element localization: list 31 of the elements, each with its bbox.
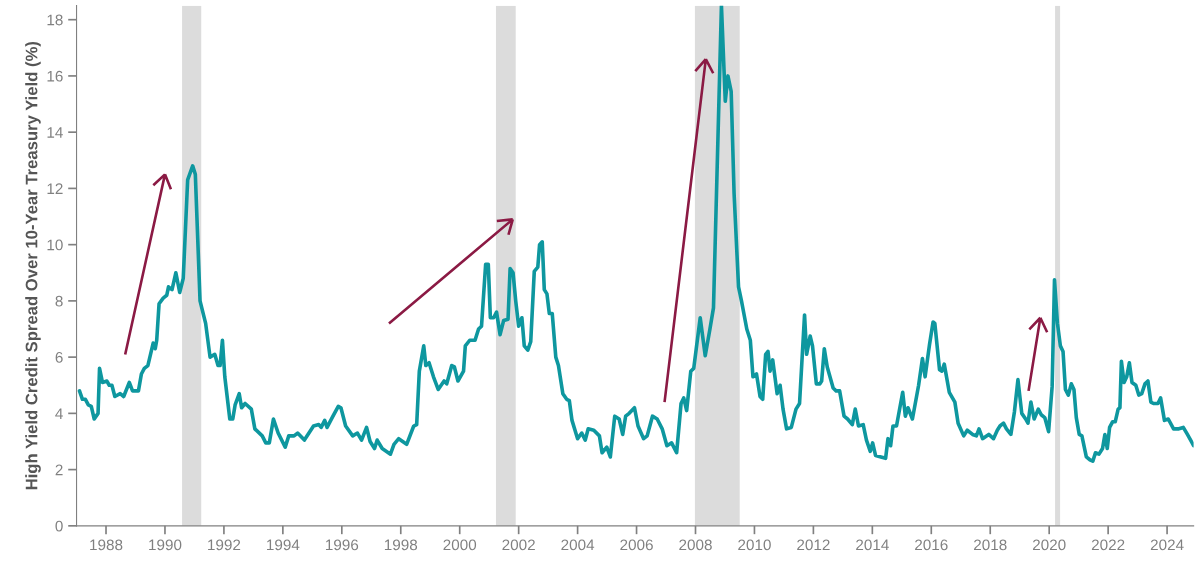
x-tick-label: 2002	[502, 539, 535, 551]
x-tick-label: 2008	[679, 539, 712, 551]
y-tick-label: 6	[55, 351, 63, 363]
x-tick-label: 1988	[90, 539, 123, 551]
x-tick-label: 2000	[443, 539, 477, 551]
x-tick-label: 2010	[738, 539, 771, 551]
x-tick-label: 1994	[267, 539, 300, 551]
x-tick-label: 2016	[915, 539, 948, 551]
x-tick-label: 1998	[384, 539, 418, 551]
y-tick-label: 16	[47, 70, 63, 82]
x-tick-label: 2018	[974, 539, 1007, 551]
x-tick-label: 2012	[797, 539, 830, 551]
x-tick-label: 2014	[856, 539, 889, 551]
x-tick-label: 2022	[1091, 539, 1125, 551]
y-tick-label: 8	[55, 295, 63, 307]
y-tick-label: 12	[47, 183, 63, 194]
y-axis-title: High Yield Credit Spread Over 10-Year Treasury Yield (%)	[25, 41, 41, 490]
x-tick-label: 2024	[1150, 539, 1184, 551]
y-tick-label: 4	[55, 408, 63, 419]
x-tick-label: 1990	[149, 539, 182, 551]
x-tick-label: 1992	[208, 539, 241, 551]
x-tick-label: 2006	[620, 539, 653, 551]
y-tick-label: 10	[47, 239, 63, 251]
y-tick-label: 14	[47, 127, 63, 138]
y-tick-label: 0	[55, 520, 63, 532]
x-tick-label: 2004	[561, 539, 595, 551]
x-tick-label: 2020	[1032, 539, 1066, 551]
y-tick-label: 2	[55, 464, 63, 476]
y-tick-label: 18	[47, 14, 63, 26]
line-series	[77, 5, 1194, 463]
x-tick-label: 1996	[325, 539, 359, 551]
